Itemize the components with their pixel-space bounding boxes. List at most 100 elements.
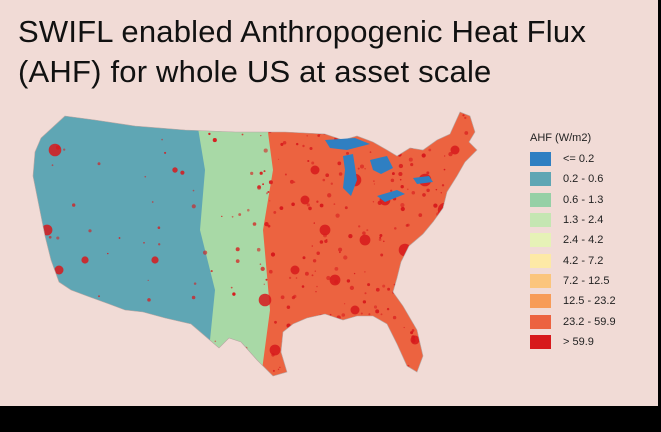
urban-dot: [426, 116, 429, 120]
urban-dot: [482, 220, 485, 223]
urban-dot: [343, 118, 347, 123]
urban-dot: [437, 239, 442, 244]
urban-dot: [472, 318, 475, 322]
urban-dot: [304, 271, 309, 276]
urban-dot: [320, 342, 325, 347]
urban-dot: [334, 267, 339, 271]
urban-dot: [400, 185, 404, 189]
urban-dot: [136, 358, 139, 361]
urban-dot: [269, 200, 271, 202]
urban-dot: [301, 285, 305, 288]
urban-dot: [142, 316, 145, 319]
urban-dot: [378, 238, 382, 241]
urban-dot: [214, 340, 217, 343]
urban-dot: [364, 271, 366, 273]
legend-swatch: [530, 334, 551, 349]
urban-dot: [55, 145, 61, 150]
urban-dot: [338, 370, 343, 375]
urban-dot: [358, 225, 361, 228]
urban-dot: [313, 222, 316, 224]
urban-dot: [372, 201, 375, 203]
urban-dot: [458, 253, 462, 257]
legend-label: 0.2 - 0.6: [563, 173, 604, 186]
urban-dot: [440, 222, 443, 226]
urban-dot: [268, 269, 273, 274]
urban-dot: [303, 338, 308, 343]
urban-dot: [33, 352, 37, 356]
urban-dot: [265, 192, 269, 195]
urban-dot: [447, 307, 450, 310]
urban-dot: [436, 299, 438, 302]
urban-dot: [238, 213, 242, 216]
urban-dot: [270, 118, 274, 121]
urban-dot: [111, 325, 115, 328]
urban-dot: [274, 320, 277, 324]
urban-dot: [410, 331, 414, 335]
urban-dot: [315, 290, 317, 293]
urban-dot: [259, 263, 262, 265]
urban-dot: [33, 202, 36, 205]
us-ahf-map: [25, 110, 505, 385]
urban-dot: [405, 224, 409, 227]
urban-dot: [411, 339, 416, 343]
urban-dot: [314, 361, 320, 366]
urban-dot: [478, 199, 481, 202]
urban-dot: [268, 112, 271, 115]
urban-dot: [345, 339, 347, 341]
legend-swatch: [530, 213, 551, 228]
legend-label: 1.3 - 2.4: [563, 214, 604, 227]
urban-dot: [293, 181, 296, 183]
urban-dot: [487, 294, 491, 298]
urban-dot: [280, 142, 284, 146]
urban-dot: [32, 382, 36, 386]
legend-swatch: [530, 273, 551, 288]
urban-dot: [383, 323, 387, 327]
urban-dot: [272, 369, 275, 372]
urban-hotspot: [54, 265, 64, 275]
urban-dot: [302, 256, 306, 260]
urban-dot: [421, 153, 426, 158]
legend-label: 7.2 - 12.5: [563, 274, 610, 287]
urban-dot: [490, 345, 492, 347]
east-region: [260, 112, 477, 376]
urban-dot: [476, 172, 477, 177]
urban-dot: [415, 139, 419, 142]
urban-dot: [428, 148, 432, 152]
legend-item: <= 0.2: [530, 149, 650, 169]
legend-item: 7.2 - 12.5: [530, 271, 650, 291]
urban-dot: [346, 151, 349, 155]
urban-dot: [364, 168, 366, 170]
urban-dot: [192, 189, 195, 192]
urban-dot: [269, 180, 272, 183]
urban-dot: [399, 142, 404, 147]
urban-hotspot: [319, 224, 331, 236]
urban-dot: [311, 161, 315, 165]
urban-dot: [161, 138, 163, 141]
urban-hotspot: [359, 234, 371, 246]
urban-dot: [319, 240, 324, 244]
urban-dot: [277, 368, 280, 371]
urban-dot: [455, 290, 458, 294]
urban-dot: [440, 242, 444, 246]
urban-dot: [359, 318, 363, 322]
urban-dot: [151, 371, 155, 375]
urban-dot: [386, 115, 389, 118]
urban-dot: [362, 300, 367, 304]
urban-dot: [314, 270, 316, 272]
urban-dot: [418, 213, 423, 217]
urban-dot: [383, 240, 385, 243]
urban-dot: [495, 236, 496, 237]
urban-dot: [284, 331, 288, 334]
legend-swatch: [530, 172, 551, 187]
urban-dot: [277, 158, 280, 160]
urban-dot: [309, 146, 313, 151]
legend-label: <= 0.2: [563, 153, 595, 166]
urban-dot: [232, 292, 236, 296]
urban-dot: [289, 179, 294, 184]
urban-dot: [325, 334, 330, 339]
legend-item: 23.2 - 59.9: [530, 311, 650, 331]
urban-dot: [316, 285, 318, 288]
urban-dot: [271, 353, 275, 357]
urban-dot: [501, 153, 502, 154]
urban-dot: [49, 351, 51, 353]
